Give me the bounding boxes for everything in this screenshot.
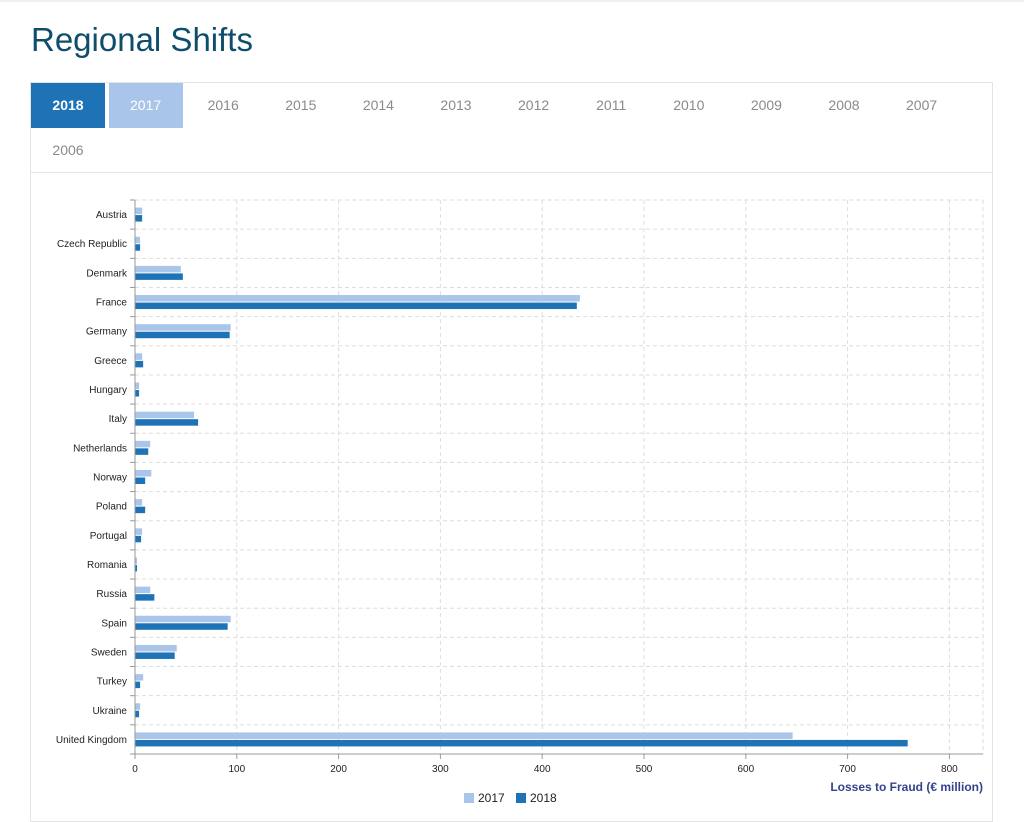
bar-2017-austria [135, 207, 143, 215]
tab-year-2016[interactable]: 2016 [207, 97, 239, 113]
bar-2018-ukraine [135, 710, 140, 718]
tab-year-2006[interactable]: 2006 [52, 142, 84, 158]
bar-2018-poland [135, 506, 146, 514]
page-title: Regional Shifts [31, 21, 253, 58]
legend-swatch-2017 [464, 793, 474, 803]
bar-2017-italy [135, 411, 195, 419]
tab-year-2017[interactable]: 2017 [108, 83, 183, 128]
category-label: Hungary [89, 385, 127, 396]
bar-2017-denmark [135, 265, 181, 273]
bar-2017-sweden [135, 644, 177, 652]
tab-year-2008[interactable]: 2008 [828, 97, 860, 113]
bar-2017-france [135, 295, 580, 302]
x-tick-label: 300 [432, 764, 449, 775]
bar-2018-france [135, 302, 577, 310]
bar-2017-spain [135, 615, 231, 623]
category-label: Greece [94, 356, 127, 367]
bar-2018-romania [135, 564, 138, 572]
year-tabs: 2018 2017 2016 2015 2014 2013 2012 2011 2010 2009… [31, 83, 992, 173]
tab-year-2007[interactable]: 2007 [906, 97, 938, 113]
category-label: Italy [109, 414, 127, 425]
bar-2017-ukraine [135, 703, 141, 710]
category-label: Denmark [86, 268, 128, 279]
legend-label-2018: 2018 [530, 791, 557, 805]
category-label: Romania [87, 560, 127, 571]
legend-label-2017: 2017 [478, 791, 505, 805]
bar-2017-romania [135, 557, 138, 564]
bar-2018-austria [135, 215, 143, 222]
tab-year-2018[interactable]: 2018 [31, 83, 105, 128]
bar-chart: Austria Czech Republic Denmark France German… [56, 199, 984, 805]
bar-2017-greece [135, 353, 143, 360]
category-label: Portugal [90, 531, 127, 542]
tab-year-2013[interactable]: 2013 [440, 97, 472, 113]
category-label: Germany [86, 327, 127, 338]
category-label: United Kingdom [56, 735, 127, 746]
bar-2018-italy [135, 419, 199, 426]
x-tick-label: 500 [636, 764, 653, 775]
bar-2018-portugal [135, 535, 142, 543]
bar-2018-sweden [135, 652, 175, 659]
bar-2018-norway [135, 477, 146, 484]
bar-2018-united-kingdom [135, 739, 908, 747]
category-label: Netherlands [73, 443, 127, 454]
bar-2018-denmark [135, 273, 183, 280]
tab-year-2009[interactable]: 2009 [750, 97, 782, 113]
bar-2017-czech-republic [135, 236, 141, 244]
category-label: Czech Republic [57, 239, 127, 250]
category-label: Ukraine [93, 706, 128, 717]
category-label: Russia [96, 589, 127, 600]
bar-2017-germany [135, 324, 231, 331]
x-tick-label: 100 [228, 764, 245, 775]
bar-2018-russia [135, 594, 155, 601]
bar-2017-united-kingdom [135, 732, 793, 739]
tab-year-2012[interactable]: 2012 [518, 97, 550, 113]
bar-2017-hungary [135, 382, 140, 390]
category-label: Turkey [97, 677, 127, 688]
category-label: Austria [96, 210, 128, 221]
bar-2018-turkey [135, 681, 141, 689]
top-divider [0, 0, 1024, 2]
bar-2017-netherlands [135, 440, 151, 448]
x-axis-title: Losses to Fraud (€ million) [830, 780, 983, 794]
tab-year-2011[interactable]: 2011 [596, 97, 627, 113]
x-tick-label: 600 [737, 764, 754, 775]
bar-2018-hungary [135, 390, 140, 397]
category-label: Norway [93, 473, 127, 484]
x-tick-label: 400 [534, 764, 551, 775]
bar-2017-turkey [135, 674, 144, 681]
tab-year-2015[interactable]: 2015 [285, 97, 317, 113]
x-tick-label: 700 [839, 764, 856, 775]
bar-2017-russia [135, 586, 151, 594]
category-label: France [96, 298, 128, 309]
category-label: Sweden [91, 647, 127, 658]
chart-panel: 2018 2017 2016 2015 2014 2013 2012 2011 2010 2009… [30, 82, 993, 822]
bar-2018-germany [135, 331, 230, 339]
tab-year-2014[interactable]: 2014 [362, 97, 394, 113]
x-tick-label: 800 [941, 764, 958, 775]
bar-2018-czech-republic [135, 244, 141, 251]
bar-2018-greece [135, 360, 144, 368]
bar-2018-spain [135, 623, 228, 630]
bar-2018-netherlands [135, 448, 149, 455]
bar-2017-norway [135, 470, 152, 477]
category-label: Poland [96, 502, 127, 513]
tab-year-2010[interactable]: 2010 [673, 97, 705, 113]
x-tick-label: 200 [330, 764, 347, 775]
legend-swatch-2018 [516, 793, 526, 803]
category-label: Spain [101, 618, 127, 629]
bar-2017-portugal [135, 528, 143, 535]
x-tick-label: 0 [132, 764, 138, 775]
bar-2017-poland [135, 499, 143, 506]
